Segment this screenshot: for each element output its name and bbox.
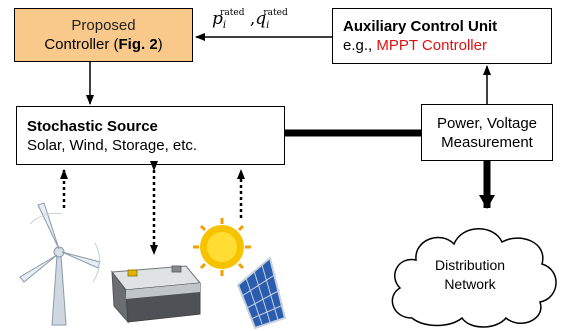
aux-line2: e.g., MPPT Controller [343,36,487,55]
signal-p-sub: i [222,20,227,31]
controller-line2: Controller (Fig. 2) [44,35,162,54]
network-line2: Network [444,276,496,292]
measure-line2: Measurement [441,133,533,151]
signal-q-sub: i [266,20,270,31]
aux-mppt: MPPT Controller [376,37,487,54]
wind-turbine-icon [19,202,101,326]
measure-line1: Power, Voltage [436,114,538,132]
signal-p: p [212,9,223,29]
battery-icon [111,265,201,324]
controller-line2-pre: Controller ( [44,36,119,53]
stochastic-source-box: Stochastic Source Solar, Wind, Storage, … [16,106,285,165]
source-title: Stochastic Source [27,117,158,135]
signal-p-sup: rated [220,8,245,18]
aux-eg: e.g., [343,37,377,54]
distribution-network-label: Distribution Network [400,256,540,294]
solar-panel-icon [236,256,287,330]
sun-icon [193,218,251,276]
aux-title: Auxiliary Control Unit [343,18,498,35]
auxiliary-control-unit-box: Auxiliary Control Unit e.g., MPPT Contro… [332,8,552,64]
network-line1: Distribution [434,257,506,273]
signal-q: q [255,9,267,29]
signal-q-sup: rated [263,8,288,18]
proposed-controller-box: Proposed Controller (Fig. 2) [14,8,193,62]
distribution-network-cloud [391,228,557,328]
controller-line2-post: ) [157,36,163,53]
controller-fig-ref: Fig. 2 [118,36,158,53]
rated-power-signal-label: pirated ,qirated [212,8,288,31]
source-subtitle: Solar, Wind, Storage, etc. [27,136,198,154]
controller-line1: Proposed [71,17,136,34]
power-voltage-measurement-box: Power, Voltage Measurement [421,104,553,161]
